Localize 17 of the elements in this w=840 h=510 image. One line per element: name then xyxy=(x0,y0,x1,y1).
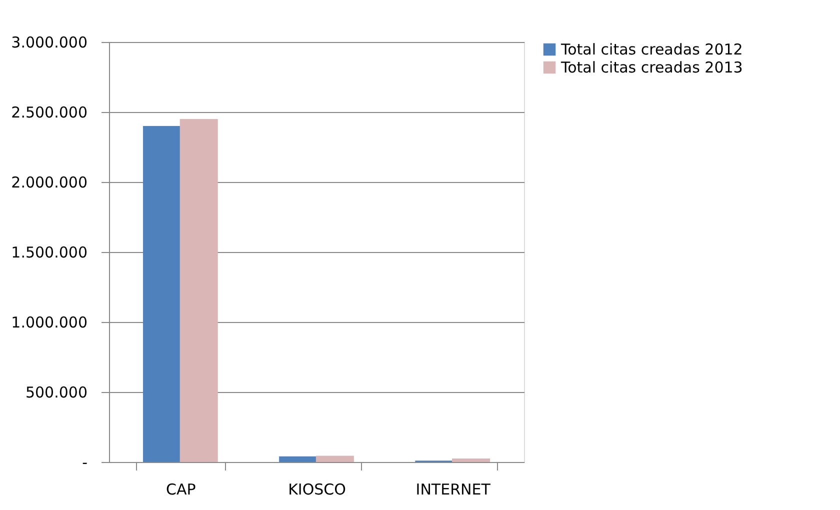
legend-label: Total citas creadas 2012 xyxy=(560,40,743,58)
y-tick-label: 3.000.000 xyxy=(11,34,88,52)
bar xyxy=(279,456,318,462)
bar xyxy=(180,119,218,462)
y-tick-label: 2.500.000 xyxy=(11,104,88,122)
bar xyxy=(452,458,490,462)
y-tick-label: - xyxy=(82,454,88,472)
legend-label: Total citas creadas 2013 xyxy=(560,58,743,76)
x-tick-label: CAP xyxy=(166,480,196,498)
bar xyxy=(316,456,354,462)
y-tick-label: 2.000.000 xyxy=(11,174,88,192)
y-tick-label: 1.000.000 xyxy=(11,314,88,332)
bar xyxy=(143,126,182,462)
x-tick-label: KIOSCO xyxy=(288,480,346,498)
y-tick-label: 500.000 xyxy=(25,384,88,402)
x-tick-label: INTERNET xyxy=(416,480,492,498)
y-tick-label: 1.500.000 xyxy=(11,244,88,262)
